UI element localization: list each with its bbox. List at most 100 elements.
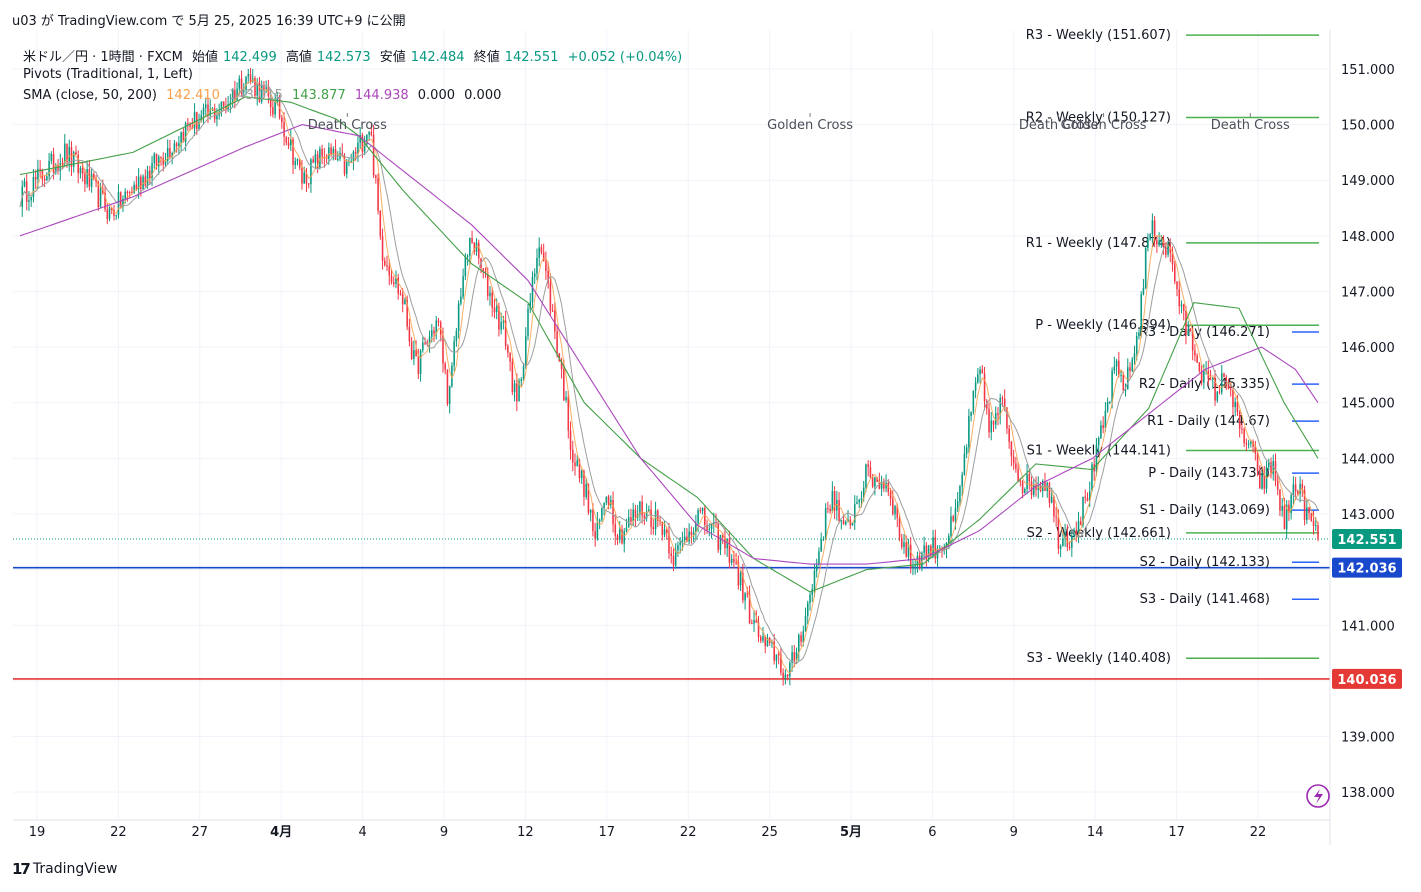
candle <box>104 185 106 212</box>
candle <box>1084 489 1087 504</box>
candle <box>605 496 608 506</box>
candle <box>149 165 151 185</box>
tradingview-footer[interactable]: 17 TradingView <box>12 860 117 878</box>
y-tick-label: 143.000 <box>1341 508 1395 523</box>
y-tick-label: 144.000 <box>1341 452 1395 467</box>
candle <box>583 469 585 506</box>
candle <box>791 645 793 672</box>
candle <box>686 528 688 543</box>
candle <box>963 445 966 476</box>
candle <box>1214 370 1216 406</box>
candle <box>419 349 422 382</box>
candle <box>856 495 858 505</box>
candle <box>867 460 869 477</box>
candle <box>858 498 861 509</box>
candle <box>175 141 178 153</box>
price-badge <box>1332 668 1402 689</box>
candle <box>516 373 518 412</box>
candle <box>146 165 149 189</box>
candle <box>294 157 297 170</box>
flash-icon[interactable] <box>1306 784 1330 808</box>
candle <box>1091 462 1093 492</box>
y-tick-label: 146.000 <box>1341 341 1395 356</box>
candle <box>674 543 677 569</box>
price-badge-label: 140.036 <box>1337 673 1396 688</box>
candle <box>1247 439 1250 449</box>
candle <box>178 136 180 155</box>
candle <box>623 527 626 553</box>
pivot-daily-label: R2 - Daily (145.335) <box>1139 377 1270 392</box>
candle <box>229 93 232 113</box>
candle <box>263 80 265 98</box>
x-tick-label: 5月 <box>840 825 862 840</box>
candle <box>397 273 399 300</box>
sma-value-5: 0.000 <box>417 88 455 103</box>
candle <box>491 287 493 317</box>
candle <box>395 270 397 289</box>
candle <box>717 519 720 553</box>
candle <box>840 519 843 530</box>
candle <box>422 335 424 353</box>
candle <box>444 361 446 375</box>
candle <box>213 103 216 124</box>
sma-value-2: 143.015 <box>229 88 283 103</box>
candle <box>1189 328 1192 332</box>
candle <box>1317 521 1319 542</box>
candle <box>670 546 673 564</box>
candle <box>1055 506 1057 527</box>
candle <box>793 644 796 668</box>
candle <box>1173 260 1176 285</box>
candle <box>1026 464 1028 495</box>
candle <box>437 318 440 327</box>
candle <box>166 139 169 165</box>
candle <box>988 402 990 438</box>
candle <box>1010 441 1013 467</box>
candle <box>455 327 458 347</box>
candle <box>818 547 820 567</box>
candle <box>1162 235 1165 255</box>
pivot-daily-label: R3 - Daily (146.271) <box>1139 325 1270 340</box>
candle <box>462 268 464 300</box>
y-tick-label: 147.000 <box>1341 285 1395 300</box>
sma-value-4: 144.938 <box>354 88 409 103</box>
moving-averages <box>19 79 1319 674</box>
candle <box>845 520 847 526</box>
candle <box>634 504 637 527</box>
candle <box>1115 358 1118 376</box>
candle <box>762 626 764 643</box>
candle <box>744 591 746 610</box>
sma-fast-line <box>19 79 1319 674</box>
x-tick-label: 22 <box>680 825 697 840</box>
candle <box>469 237 471 265</box>
symbol-title[interactable]: 米ドル／円 · 1時間 · FXCM <box>23 50 183 65</box>
candle <box>202 103 205 125</box>
candle <box>171 151 173 165</box>
candle <box>1167 241 1169 258</box>
y-tick-label: 148.000 <box>1341 230 1395 245</box>
candle <box>1227 378 1230 390</box>
candle <box>661 521 664 541</box>
candle <box>93 171 95 181</box>
candle <box>784 669 787 685</box>
candle <box>448 385 451 414</box>
candle <box>305 167 308 193</box>
close-label: 終値 <box>473 50 500 65</box>
candle <box>753 610 755 632</box>
candle <box>218 103 220 120</box>
candle <box>1006 407 1008 434</box>
candle <box>912 558 914 576</box>
candle <box>1048 481 1051 508</box>
candle <box>1126 358 1129 390</box>
candle <box>880 475 883 496</box>
pivots-legend[interactable]: Pivots (Traditional, 1, Left) <box>23 67 198 82</box>
candle <box>574 453 576 476</box>
candle <box>1024 487 1026 494</box>
sma-legend[interactable]: SMA (close, 50, 200) 142.410 143.015 143… <box>23 88 506 103</box>
x-tick-label: 14 <box>1087 825 1104 840</box>
candle <box>554 302 556 340</box>
candle <box>1144 246 1147 290</box>
candle <box>115 214 118 220</box>
candle <box>806 600 809 625</box>
candle <box>352 150 355 171</box>
